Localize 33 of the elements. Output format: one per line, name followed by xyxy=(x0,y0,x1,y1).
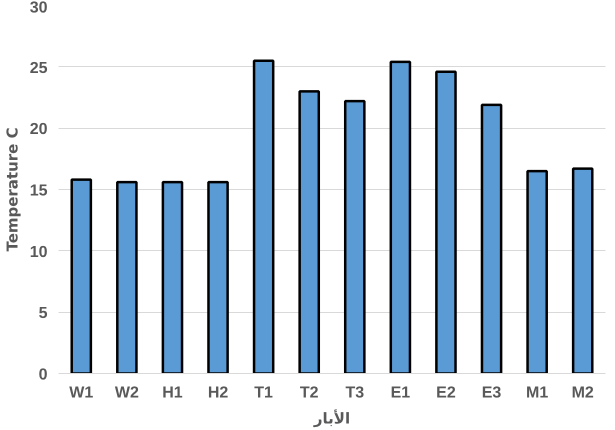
bar xyxy=(70,178,92,374)
y-tick-label: 20 xyxy=(30,121,48,138)
x-tick-label: M1 xyxy=(526,384,548,402)
bar xyxy=(252,59,274,374)
x-tick-label: W2 xyxy=(114,384,139,402)
x-tick-label: H1 xyxy=(162,384,183,402)
x-tick-label: W1 xyxy=(69,384,94,402)
x-axis-title: الأبار xyxy=(312,408,350,428)
bar xyxy=(572,167,594,374)
x-tick-label: E2 xyxy=(436,384,456,402)
x-tick-label: M2 xyxy=(572,384,594,402)
x-tick-label: T3 xyxy=(345,384,364,402)
y-tick-label: 5 xyxy=(38,305,48,322)
y-axis-title: Temperature C xyxy=(4,127,22,252)
y-tick-label: 15 xyxy=(30,182,48,200)
bar xyxy=(162,180,184,374)
bar xyxy=(298,90,320,374)
bar xyxy=(207,180,229,374)
bar xyxy=(390,60,412,374)
y-tick-label: 10 xyxy=(30,244,48,261)
bar xyxy=(526,170,548,374)
x-tick-label: H2 xyxy=(208,384,228,402)
y-tick-label: 25 xyxy=(30,60,48,77)
x-tick-label: E3 xyxy=(482,384,502,402)
x-tick-label: T1 xyxy=(254,384,274,402)
bar xyxy=(116,180,138,374)
y-tick-label: 0 xyxy=(38,366,48,384)
y-tick-label: 30 xyxy=(30,0,48,16)
x-tick-label: E1 xyxy=(390,384,410,402)
bar xyxy=(344,100,366,374)
x-tick-label: T2 xyxy=(300,384,319,402)
bar xyxy=(480,104,502,374)
bar xyxy=(435,70,457,374)
